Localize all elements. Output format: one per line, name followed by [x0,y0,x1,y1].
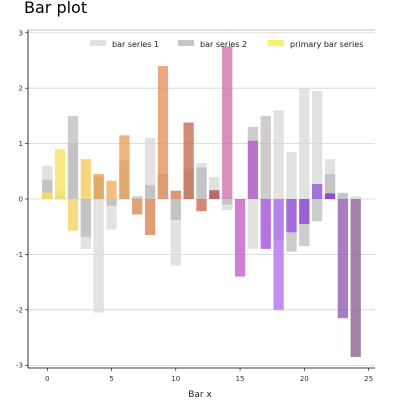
bar-primary [337,199,349,319]
x-tick-label: 0 [45,375,49,383]
bars-group [42,46,361,357]
bar-series-2 [260,115,271,199]
bar-series-1 [144,138,156,199]
bar-series-1 [170,199,181,266]
bar-series-2 [42,179,53,199]
bar-primary [93,174,104,199]
bar-series-1 [106,199,117,230]
y-tick-label: -3 [16,362,23,370]
x-tick-label: 10 [171,375,180,383]
chart-title: Bar plot [24,0,87,17]
bar-series-2 [337,193,349,199]
bar-primary [299,199,310,224]
bar-primary [273,199,284,310]
bar-primary [247,140,259,199]
bar-primary [119,135,130,199]
legend-swatch-3 [268,40,284,46]
bar-primary [42,192,53,199]
bar-primary [286,199,297,233]
bar-series-2 [67,115,79,199]
bar-series-1 [299,88,310,199]
bar-primary [350,199,361,357]
bar-primary [144,199,156,236]
bar-series-1 [312,90,323,199]
bar-primary [157,66,169,200]
y-tick-label: 2 [19,85,23,93]
legend-label-2: bar series 2 [200,40,247,49]
bar-series-2 [132,196,143,199]
bar-series-2 [222,199,233,205]
bar-primary [132,199,143,215]
y-tick-label: -2 [16,306,23,314]
legend-label-3: primary bar series [290,40,363,49]
legend-swatch-1 [90,40,106,46]
y-tick-label: 1 [19,140,23,148]
bar-series-2 [106,199,117,206]
bar-series-2 [196,167,207,199]
bar-series-2 [80,199,91,237]
bar-primary [324,193,336,199]
bar-series-1 [286,151,297,199]
y-tick-label: 0 [19,196,23,204]
bar-primary [196,199,207,212]
y-tick-label: -1 [16,251,23,259]
bar-primary [209,190,220,199]
legend-swatch-2 [178,40,194,46]
legend-label-1: bar series 1 [112,40,159,49]
bar-series-2 [170,199,181,221]
bar-primary [67,199,79,231]
x-tick-label: 25 [364,375,373,383]
bar-primary [260,199,271,249]
x-tick-label: 5 [109,375,113,383]
legend: bar series 1 bar series 2 primary bar seri… [90,40,363,49]
bar-series-1 [93,199,104,313]
bar-primary [54,149,66,199]
bar-primary [170,190,181,199]
bar-primary [106,180,117,199]
bar-primary [234,199,246,277]
bar-primary [222,46,233,199]
bar-series-2 [144,185,156,199]
tick-labels: 0 5 10 15 20 25 -3 -2 -1 0 1 2 3 [16,29,373,383]
x-tick-label: 15 [236,375,245,383]
bar-series-1 [273,110,284,199]
x-tick-label: 20 [300,375,309,383]
bar-primary [80,159,91,199]
bar-series-1 [247,199,259,249]
x-axis-label: Bar x [188,390,212,400]
bar-series-2 [324,174,336,199]
bar-primary [312,184,323,199]
bar-series-1 [209,176,220,199]
bar-series-1 [350,196,361,199]
bar-primary [183,122,194,199]
bar-series-2 [312,199,323,222]
y-tick-label: 3 [19,29,23,37]
